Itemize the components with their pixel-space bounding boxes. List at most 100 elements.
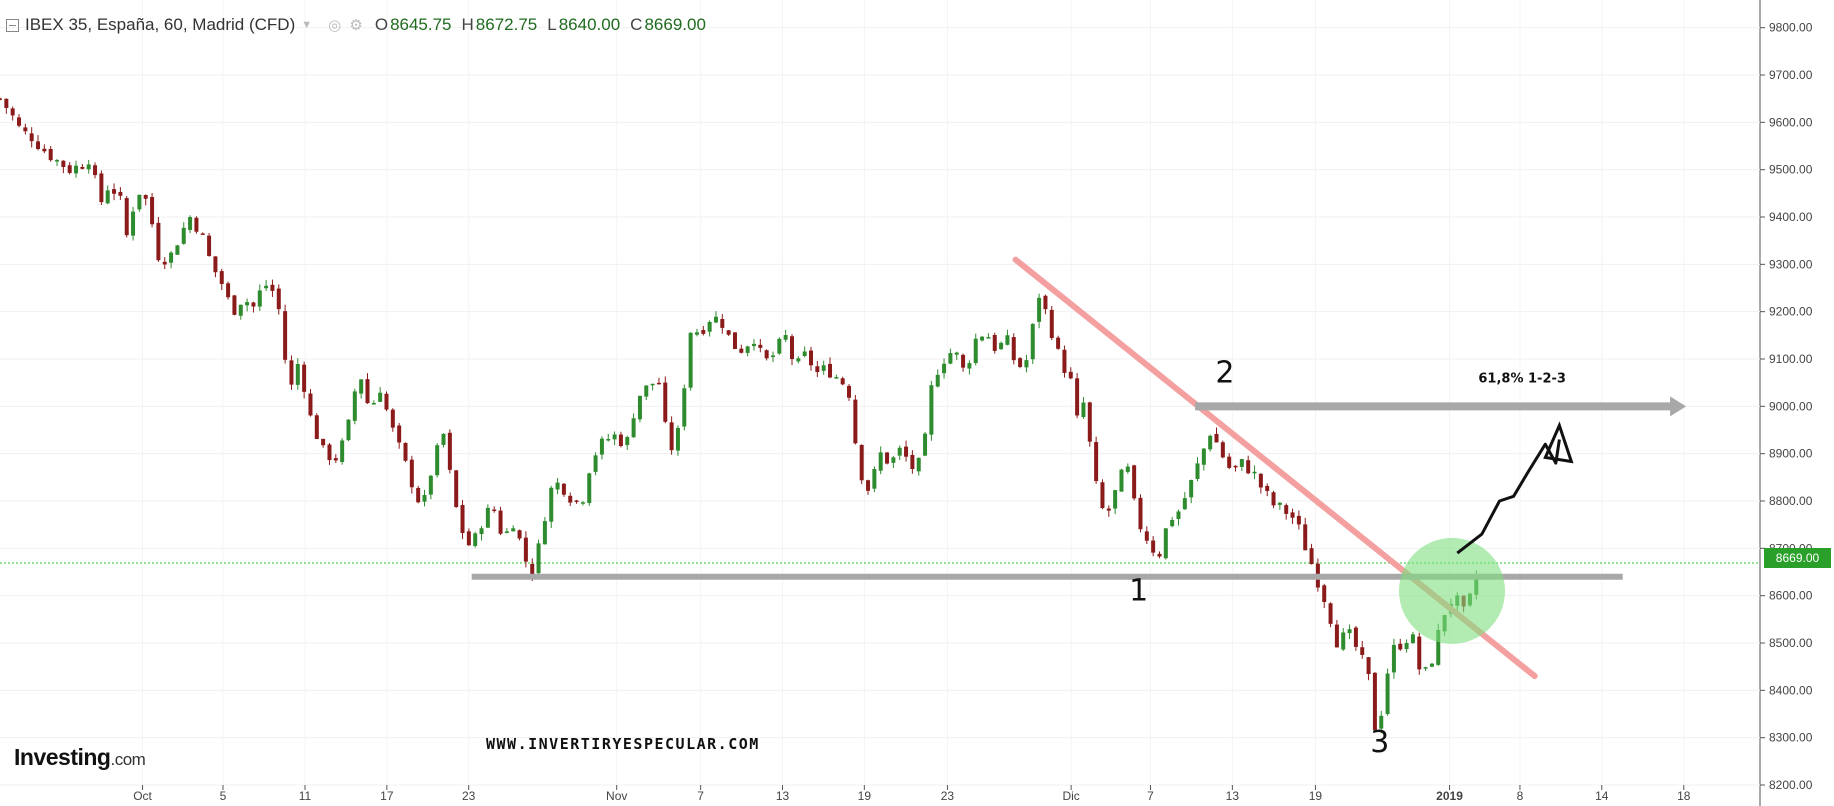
- x-tick-label: 11: [299, 789, 312, 803]
- projection-arrowhead: [1543, 421, 1574, 464]
- high-value: 8672.75: [475, 15, 538, 34]
- y-tick-label: 8300.00: [1769, 731, 1813, 745]
- candle-body: [403, 442, 408, 461]
- candle-body: [923, 433, 928, 456]
- candle-body: [542, 521, 547, 545]
- candle-body: [694, 332, 699, 335]
- candle-body: [1182, 498, 1187, 510]
- candle-body: [1125, 466, 1130, 472]
- candle-body: [352, 391, 357, 421]
- y-tick-label: 8900.00: [1769, 447, 1813, 461]
- candle-body: [226, 283, 231, 298]
- candle-body: [530, 563, 535, 575]
- candle-body: [1227, 456, 1232, 468]
- candle-body: [492, 509, 497, 512]
- candle-body: [593, 455, 598, 472]
- y-tick-label: 8500.00: [1769, 636, 1813, 650]
- candle-body: [840, 378, 845, 385]
- candle-body: [156, 222, 161, 261]
- candle-body: [131, 211, 136, 236]
- candle-body: [992, 334, 997, 351]
- candle-body: [1436, 629, 1441, 665]
- open-label: O: [374, 15, 389, 34]
- candle-body: [828, 363, 833, 378]
- candle-body: [1170, 520, 1175, 527]
- candle-body: [1372, 672, 1377, 730]
- candle-body: [340, 440, 345, 462]
- candle-body: [302, 364, 307, 392]
- x-tick-label: 7: [697, 789, 704, 803]
- candle-body: [834, 377, 839, 379]
- candle-body: [1328, 603, 1333, 624]
- candle-body: [580, 502, 585, 504]
- logo-suffix: .com: [110, 750, 146, 769]
- low-label: L: [547, 15, 557, 34]
- y-tick-label: 8400.00: [1769, 683, 1813, 697]
- y-tick-label: 9800.00: [1769, 21, 1813, 35]
- candle-body: [1233, 465, 1238, 468]
- candle-body: [441, 433, 446, 445]
- candle-body: [656, 382, 661, 385]
- candle-body: [1290, 512, 1295, 518]
- y-tick-label: 9300.00: [1769, 257, 1813, 271]
- candle-body: [308, 393, 313, 416]
- candle-body: [847, 385, 852, 398]
- candle-body: [112, 189, 117, 194]
- candle-body: [1341, 632, 1346, 650]
- x-tick-label: 23: [941, 789, 955, 803]
- candle-body: [878, 452, 883, 471]
- candle-body: [1176, 511, 1181, 519]
- candle-body: [897, 447, 902, 456]
- chevron-down-icon[interactable]: ▼: [301, 19, 313, 31]
- x-tick-label: Dic: [1062, 789, 1079, 803]
- candle-body: [36, 141, 41, 150]
- candle-body: [1239, 459, 1244, 467]
- collapse-icon[interactable]: [6, 18, 19, 32]
- candle-body: [555, 482, 560, 490]
- candle-body: [29, 133, 34, 142]
- candle-body: [1208, 435, 1213, 450]
- candle-body: [1189, 480, 1194, 498]
- y-tick-label: 9100.00: [1769, 352, 1813, 366]
- candle-body: [675, 427, 680, 451]
- candle-body: [517, 530, 522, 539]
- candle-body: [4, 98, 9, 108]
- candle-body: [802, 351, 807, 356]
- candle-body: [397, 425, 402, 443]
- candle-body: [796, 358, 801, 362]
- logo-name: Investing: [14, 744, 111, 770]
- candle-body: [821, 365, 826, 371]
- candle-body: [447, 432, 452, 470]
- candle-body: [1030, 323, 1035, 360]
- watermark-text: WWW.INVERTIRYESPECULAR.COM: [486, 735, 760, 753]
- x-tick-label: 2019: [1436, 789, 1463, 803]
- candle-body: [625, 437, 630, 446]
- candle-body: [910, 454, 915, 470]
- candle-body: [701, 330, 706, 334]
- y-tick-label: 8200.00: [1769, 778, 1813, 792]
- candle-body: [790, 336, 794, 360]
- candle-body: [1081, 402, 1086, 417]
- candle-body: [1106, 508, 1111, 511]
- candle-body: [891, 457, 896, 463]
- candle-body: [346, 419, 351, 441]
- candle-body: [283, 311, 288, 360]
- candle-body: [295, 364, 300, 385]
- candle-body: [561, 483, 566, 495]
- x-tick-label: 13: [1226, 789, 1240, 803]
- candle-body: [1246, 460, 1251, 474]
- candle-body: [169, 252, 174, 263]
- candle-body: [479, 528, 484, 535]
- candle-body: [498, 510, 503, 534]
- breakout-highlight: [1399, 537, 1505, 644]
- current-price-tag: 8669.00: [1764, 548, 1831, 568]
- settings-icon[interactable]: ◎ ⚙: [328, 17, 365, 34]
- symbol-title[interactable]: IBEX 35, España, 60, Madrid (CFD): [25, 15, 296, 34]
- candle-body: [1391, 644, 1396, 673]
- candle-body: [422, 495, 427, 502]
- candle-body: [118, 192, 123, 196]
- candle-body: [1024, 360, 1029, 368]
- candle-body: [885, 452, 890, 464]
- candle-body: [1379, 715, 1384, 729]
